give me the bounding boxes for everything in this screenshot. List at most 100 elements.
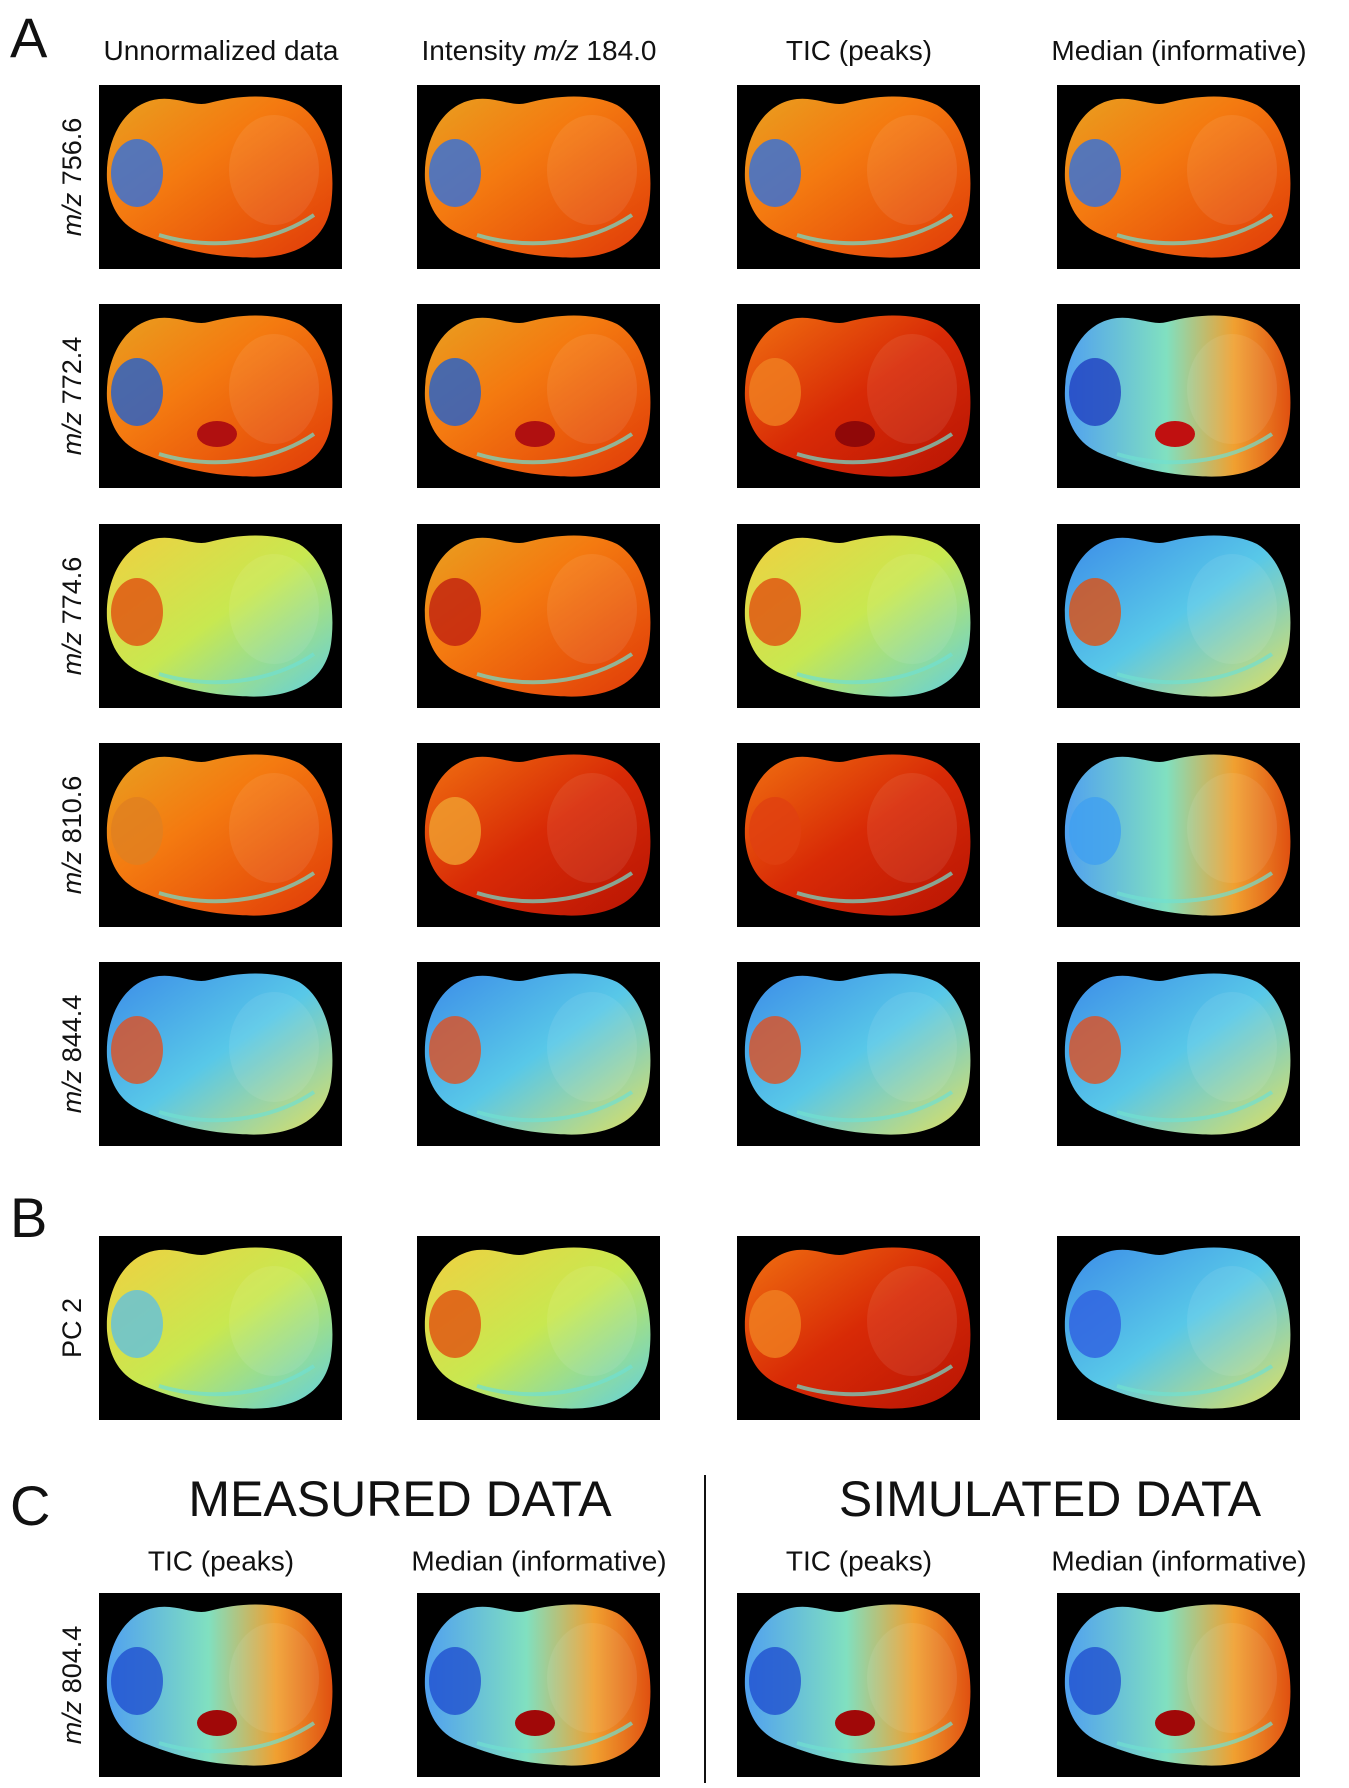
hemisphere <box>229 992 319 1102</box>
row-label: m/z 844.4 <box>57 995 87 1114</box>
image-panel <box>1057 1593 1300 1777</box>
hippocampus <box>197 1710 237 1736</box>
hemisphere <box>1187 115 1277 225</box>
row-label-part: m/z <box>57 411 87 455</box>
image-panel <box>1057 962 1300 1146</box>
column-header-part: Intensity <box>421 35 533 66</box>
row-label-part: 774.6 <box>57 557 87 632</box>
row-label: m/z 774.6 <box>57 557 87 676</box>
image-panel <box>737 962 980 1146</box>
cerebellum <box>429 578 481 646</box>
cerebellum <box>749 358 801 426</box>
row-label-part: m/z <box>57 1700 87 1744</box>
hemisphere <box>229 334 319 444</box>
hemisphere <box>1187 1623 1277 1733</box>
cerebellum <box>111 358 163 426</box>
cerebellum <box>111 1647 163 1715</box>
image-panel <box>737 85 980 269</box>
cerebellum <box>749 1647 801 1715</box>
column-header-part: Unnormalized data <box>103 35 338 66</box>
image-panel <box>417 962 660 1146</box>
image-panel <box>99 962 342 1146</box>
row-label: m/z 804.4 <box>57 1626 87 1745</box>
hemisphere <box>867 115 957 225</box>
hemisphere <box>867 992 957 1102</box>
hemisphere <box>229 115 319 225</box>
cerebellum <box>749 1290 801 1358</box>
cerebellum <box>1069 1647 1121 1715</box>
hemisphere <box>547 773 637 883</box>
image-panel <box>1057 304 1300 488</box>
cerebellum <box>749 797 801 865</box>
cerebellum <box>111 1016 163 1084</box>
row-label-part: m/z <box>57 192 87 236</box>
cerebellum <box>749 1016 801 1084</box>
image-panel <box>99 1593 342 1777</box>
image-panel <box>99 743 342 927</box>
hemisphere <box>229 554 319 664</box>
image-panel <box>417 524 660 708</box>
hemisphere <box>1187 773 1277 883</box>
panel-letter: C <box>10 1474 50 1537</box>
column-header: Intensity m/z 184.0 <box>421 35 656 66</box>
panel-letter: B <box>10 1186 47 1249</box>
hemisphere <box>1187 554 1277 664</box>
hemisphere <box>229 773 319 883</box>
hemisphere <box>547 334 637 444</box>
cerebellum <box>111 578 163 646</box>
cerebellum <box>429 1290 481 1358</box>
hippocampus <box>835 421 875 447</box>
row-label: m/z 810.6 <box>57 776 87 895</box>
hemisphere <box>867 1266 957 1376</box>
column-header-part: TIC (peaks) <box>786 35 932 66</box>
cerebellum <box>749 578 801 646</box>
hemisphere <box>1187 992 1277 1102</box>
cerebellum <box>429 139 481 207</box>
column-header: Unnormalized data <box>103 35 338 66</box>
column-header: TIC (peaks) <box>786 1545 932 1576</box>
cerebellum <box>429 797 481 865</box>
section-title: SIMULATED DATA <box>839 1471 1262 1527</box>
image-panel <box>417 304 660 488</box>
row-label-part: m/z <box>57 1069 87 1113</box>
cerebellum <box>1069 358 1121 426</box>
hemisphere <box>547 1623 637 1733</box>
image-panel <box>1057 743 1300 927</box>
row-label: m/z 756.6 <box>57 118 87 237</box>
hemisphere <box>1187 1266 1277 1376</box>
cerebellum <box>749 139 801 207</box>
column-header-part: Median (informative) <box>1051 35 1306 66</box>
cerebellum <box>1069 797 1121 865</box>
image-panel <box>417 743 660 927</box>
hippocampus <box>1155 421 1195 447</box>
cerebellum <box>111 1290 163 1358</box>
hemisphere <box>547 115 637 225</box>
column-header: Median (informative) <box>411 1545 666 1576</box>
image-panel <box>417 1593 660 1777</box>
cerebellum <box>429 1016 481 1084</box>
hemisphere <box>867 334 957 444</box>
hemisphere <box>867 1623 957 1733</box>
hemisphere <box>547 992 637 1102</box>
row-label-part: 844.4 <box>57 995 87 1070</box>
image-panel <box>417 85 660 269</box>
image-panel <box>737 1593 980 1777</box>
image-panel <box>737 743 980 927</box>
hemisphere <box>229 1623 319 1733</box>
image-panel <box>1057 85 1300 269</box>
column-header: TIC (peaks) <box>148 1545 294 1576</box>
image-panel <box>1057 1236 1300 1420</box>
panel-letter: A <box>10 6 48 69</box>
image-panel <box>99 524 342 708</box>
row-label-part: 804.4 <box>57 1626 87 1701</box>
hemisphere <box>229 1266 319 1376</box>
cerebellum <box>429 1647 481 1715</box>
column-header: Median (informative) <box>1051 1545 1306 1576</box>
row-label: PC 2 <box>57 1298 87 1358</box>
cerebellum <box>429 358 481 426</box>
figure: A Unnormalized data Intensity m/z 184.0 TIC… <box>0 0 1349 1783</box>
cerebellum <box>1069 1290 1121 1358</box>
hemisphere <box>1187 334 1277 444</box>
hippocampus <box>515 421 555 447</box>
row-label: m/z 772.4 <box>57 337 87 456</box>
